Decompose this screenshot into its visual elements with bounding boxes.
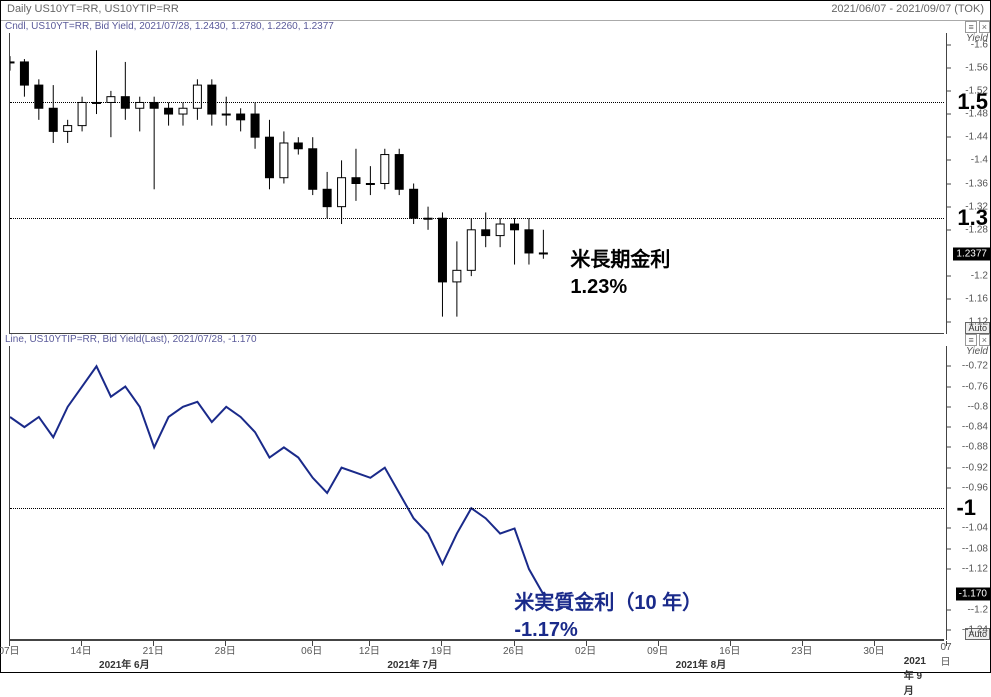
- reference-line-label: 1.3: [957, 205, 988, 231]
- ytick-label: -1.4: [971, 155, 988, 166]
- panel-menu-icon[interactable]: ≡: [965, 21, 976, 33]
- panel-menu-icon[interactable]: ≡: [965, 334, 976, 346]
- xtick-minor: 23日: [791, 642, 812, 657]
- xtick-minor: 12日: [359, 642, 380, 657]
- candlestick-svg: [10, 33, 947, 334]
- topbar: Daily US10YT=RR, US10YTIP=RR 2021/06/07 …: [1, 1, 990, 21]
- line-chart-area[interactable]: -1米実質金利（10 年）-1.17%: [9, 346, 944, 640]
- chart-annotation: 米長期金利1.23%: [570, 243, 670, 299]
- ytick-label: --1.04: [962, 523, 988, 534]
- xtick-minor: 14日: [71, 642, 92, 657]
- ytick-label: --0.96: [962, 482, 988, 493]
- ytick-label: -1.36: [965, 178, 988, 189]
- xtick-major: 2021年 6月: [99, 656, 150, 671]
- ytick-label: -1.6: [971, 39, 988, 50]
- ytick-label: 1.12: [969, 317, 988, 328]
- line-ylabel: Yield: [966, 346, 988, 357]
- reference-line: [10, 218, 944, 219]
- panel-controls: ≡ ×: [965, 21, 990, 33]
- ytick-label: --1.08: [962, 543, 988, 554]
- ytick-label: --0.76: [962, 381, 988, 392]
- xtick-minor: 21日: [143, 642, 164, 657]
- line-yaxis: Yield Auto --0.72--0.76--0.8--0.84--0.88…: [946, 346, 990, 640]
- ytick-label: --1.12: [962, 564, 988, 575]
- ytick-label: -1.44: [965, 132, 988, 143]
- candle-panel-header: Cndl, US10YT=RR, Bid Yield, 2021/07/28, …: [5, 21, 334, 32]
- line-svg: [10, 346, 947, 640]
- chart-annotation: 米実質金利（10 年）-1.17%: [514, 586, 702, 642]
- ytick-label: --0.8: [967, 401, 988, 412]
- ytick-label: --0.88: [962, 442, 988, 453]
- ytick-label: --0.84: [962, 422, 988, 433]
- last-price-flag: -1.170: [956, 588, 990, 601]
- xtick-minor: 07日: [0, 642, 20, 657]
- candlestick-panel: Cndl, US10YT=RR, Bid Yield, 2021/07/28, …: [1, 21, 990, 334]
- last-price-flag: 1.2377: [953, 248, 990, 261]
- ytick-label: -1.2: [971, 271, 988, 282]
- chart-title: Daily US10YT=RR, US10YTIP=RR: [7, 3, 179, 18]
- xtick-minor: 28日: [215, 642, 236, 657]
- panel-close-icon[interactable]: ×: [979, 334, 990, 346]
- xtick-major: 2021年 7月: [387, 656, 438, 671]
- line-panel: Line, US10YTIP=RR, Bid Yield(Last), 2021…: [1, 334, 990, 640]
- panel-close-icon[interactable]: ×: [979, 21, 990, 33]
- candle-yaxis: Yield Auto 1.12-1.16-1.2-1.28-1.32-1.36-…: [946, 33, 990, 334]
- panel-controls: ≡ ×: [965, 334, 990, 346]
- ytick-label: -1.56: [965, 62, 988, 73]
- xtick-major: 2021年 9月: [904, 656, 931, 697]
- xtick-major: 2021年 8月: [676, 656, 727, 671]
- xtick-minor: 19日: [431, 642, 452, 657]
- ytick-label: --1.2: [967, 604, 988, 615]
- chart-daterange: 2021/06/07 - 2021/09/07 (TOK): [831, 3, 984, 18]
- reference-line: [10, 508, 944, 509]
- xtick-minor: 26日: [503, 642, 524, 657]
- xtick-minor: 07日: [940, 642, 951, 668]
- reference-line-label: 1.5: [957, 89, 988, 115]
- candle-chart-area[interactable]: 1.51.3米長期金利1.23%: [9, 33, 944, 334]
- reference-line-label: -1: [956, 495, 976, 521]
- xtick-minor: 30日: [863, 642, 884, 657]
- xtick-minor: 16日: [719, 642, 740, 657]
- ytick-label: --0.72: [962, 361, 988, 372]
- ytick-label: --0.92: [962, 462, 988, 473]
- reference-line: [10, 102, 944, 103]
- shared-xaxis: 07日14日21日28日06日12日19日26日02日09日16日23日30日0…: [9, 640, 944, 670]
- xtick-minor: 09日: [647, 642, 668, 657]
- ytick-label: -1.16: [965, 294, 988, 305]
- xtick-minor: 06日: [301, 642, 322, 657]
- ytick-label: --1.24: [962, 624, 988, 635]
- xtick-minor: 02日: [575, 642, 596, 657]
- line-panel-header: Line, US10YTIP=RR, Bid Yield(Last), 2021…: [5, 334, 257, 345]
